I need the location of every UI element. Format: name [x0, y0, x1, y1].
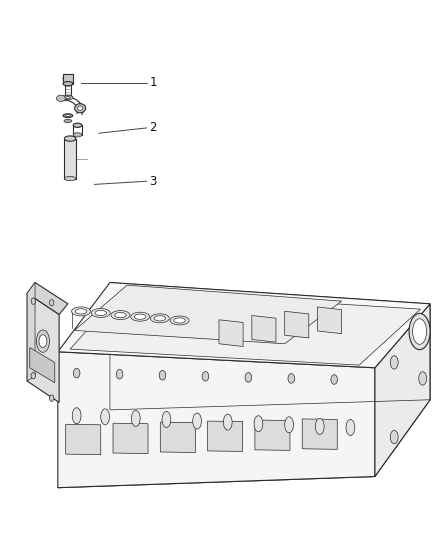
Polygon shape	[64, 139, 76, 179]
Polygon shape	[27, 282, 35, 381]
Ellipse shape	[66, 96, 70, 99]
Ellipse shape	[288, 374, 295, 383]
Text: 1: 1	[149, 76, 157, 89]
Polygon shape	[58, 400, 430, 488]
Ellipse shape	[63, 114, 73, 118]
Ellipse shape	[73, 368, 80, 378]
Ellipse shape	[36, 330, 49, 352]
Ellipse shape	[254, 416, 263, 432]
Ellipse shape	[193, 413, 201, 429]
Ellipse shape	[75, 309, 87, 314]
Ellipse shape	[78, 106, 83, 110]
Bar	[63, 74, 73, 84]
Ellipse shape	[57, 95, 65, 101]
Ellipse shape	[346, 419, 355, 435]
Ellipse shape	[154, 316, 166, 321]
Polygon shape	[255, 420, 290, 450]
Ellipse shape	[74, 103, 85, 113]
Ellipse shape	[390, 431, 398, 443]
Polygon shape	[27, 293, 59, 402]
Ellipse shape	[159, 370, 166, 380]
Ellipse shape	[71, 307, 91, 316]
Ellipse shape	[419, 372, 427, 385]
Ellipse shape	[31, 298, 35, 304]
Text: 3: 3	[150, 175, 157, 188]
Ellipse shape	[73, 133, 82, 137]
Ellipse shape	[63, 95, 73, 100]
Ellipse shape	[64, 119, 72, 123]
Polygon shape	[252, 316, 276, 342]
Ellipse shape	[315, 418, 324, 434]
Polygon shape	[66, 424, 101, 455]
Ellipse shape	[245, 373, 251, 382]
Ellipse shape	[31, 373, 35, 379]
Ellipse shape	[174, 318, 185, 323]
Ellipse shape	[91, 309, 110, 318]
Ellipse shape	[95, 310, 106, 316]
Ellipse shape	[111, 311, 130, 320]
Ellipse shape	[73, 123, 82, 127]
Ellipse shape	[150, 314, 170, 323]
Ellipse shape	[131, 312, 150, 321]
Ellipse shape	[285, 417, 293, 433]
Ellipse shape	[49, 300, 54, 306]
Ellipse shape	[64, 136, 76, 141]
Polygon shape	[113, 423, 148, 454]
Ellipse shape	[170, 316, 189, 325]
Polygon shape	[302, 419, 337, 449]
Ellipse shape	[202, 372, 209, 381]
Ellipse shape	[134, 314, 146, 319]
Ellipse shape	[72, 408, 81, 424]
Ellipse shape	[115, 312, 126, 318]
Polygon shape	[30, 348, 55, 383]
Ellipse shape	[63, 82, 73, 86]
Ellipse shape	[101, 409, 110, 425]
Polygon shape	[285, 311, 309, 338]
Ellipse shape	[413, 319, 427, 344]
Polygon shape	[58, 352, 375, 488]
Ellipse shape	[409, 313, 430, 350]
Polygon shape	[160, 422, 195, 453]
Polygon shape	[208, 421, 243, 451]
Text: 2: 2	[149, 122, 157, 134]
Ellipse shape	[63, 76, 73, 81]
Polygon shape	[58, 282, 430, 368]
Polygon shape	[219, 320, 243, 346]
Ellipse shape	[49, 395, 54, 401]
Ellipse shape	[331, 375, 338, 384]
Ellipse shape	[162, 411, 171, 427]
Polygon shape	[27, 282, 68, 314]
Ellipse shape	[66, 115, 70, 117]
Ellipse shape	[223, 414, 232, 430]
Ellipse shape	[39, 335, 47, 348]
Polygon shape	[74, 285, 342, 344]
Polygon shape	[375, 304, 430, 477]
Polygon shape	[318, 307, 342, 334]
Ellipse shape	[117, 369, 123, 379]
Ellipse shape	[131, 410, 140, 426]
Ellipse shape	[390, 356, 398, 369]
Polygon shape	[70, 290, 420, 365]
Ellipse shape	[64, 176, 76, 181]
